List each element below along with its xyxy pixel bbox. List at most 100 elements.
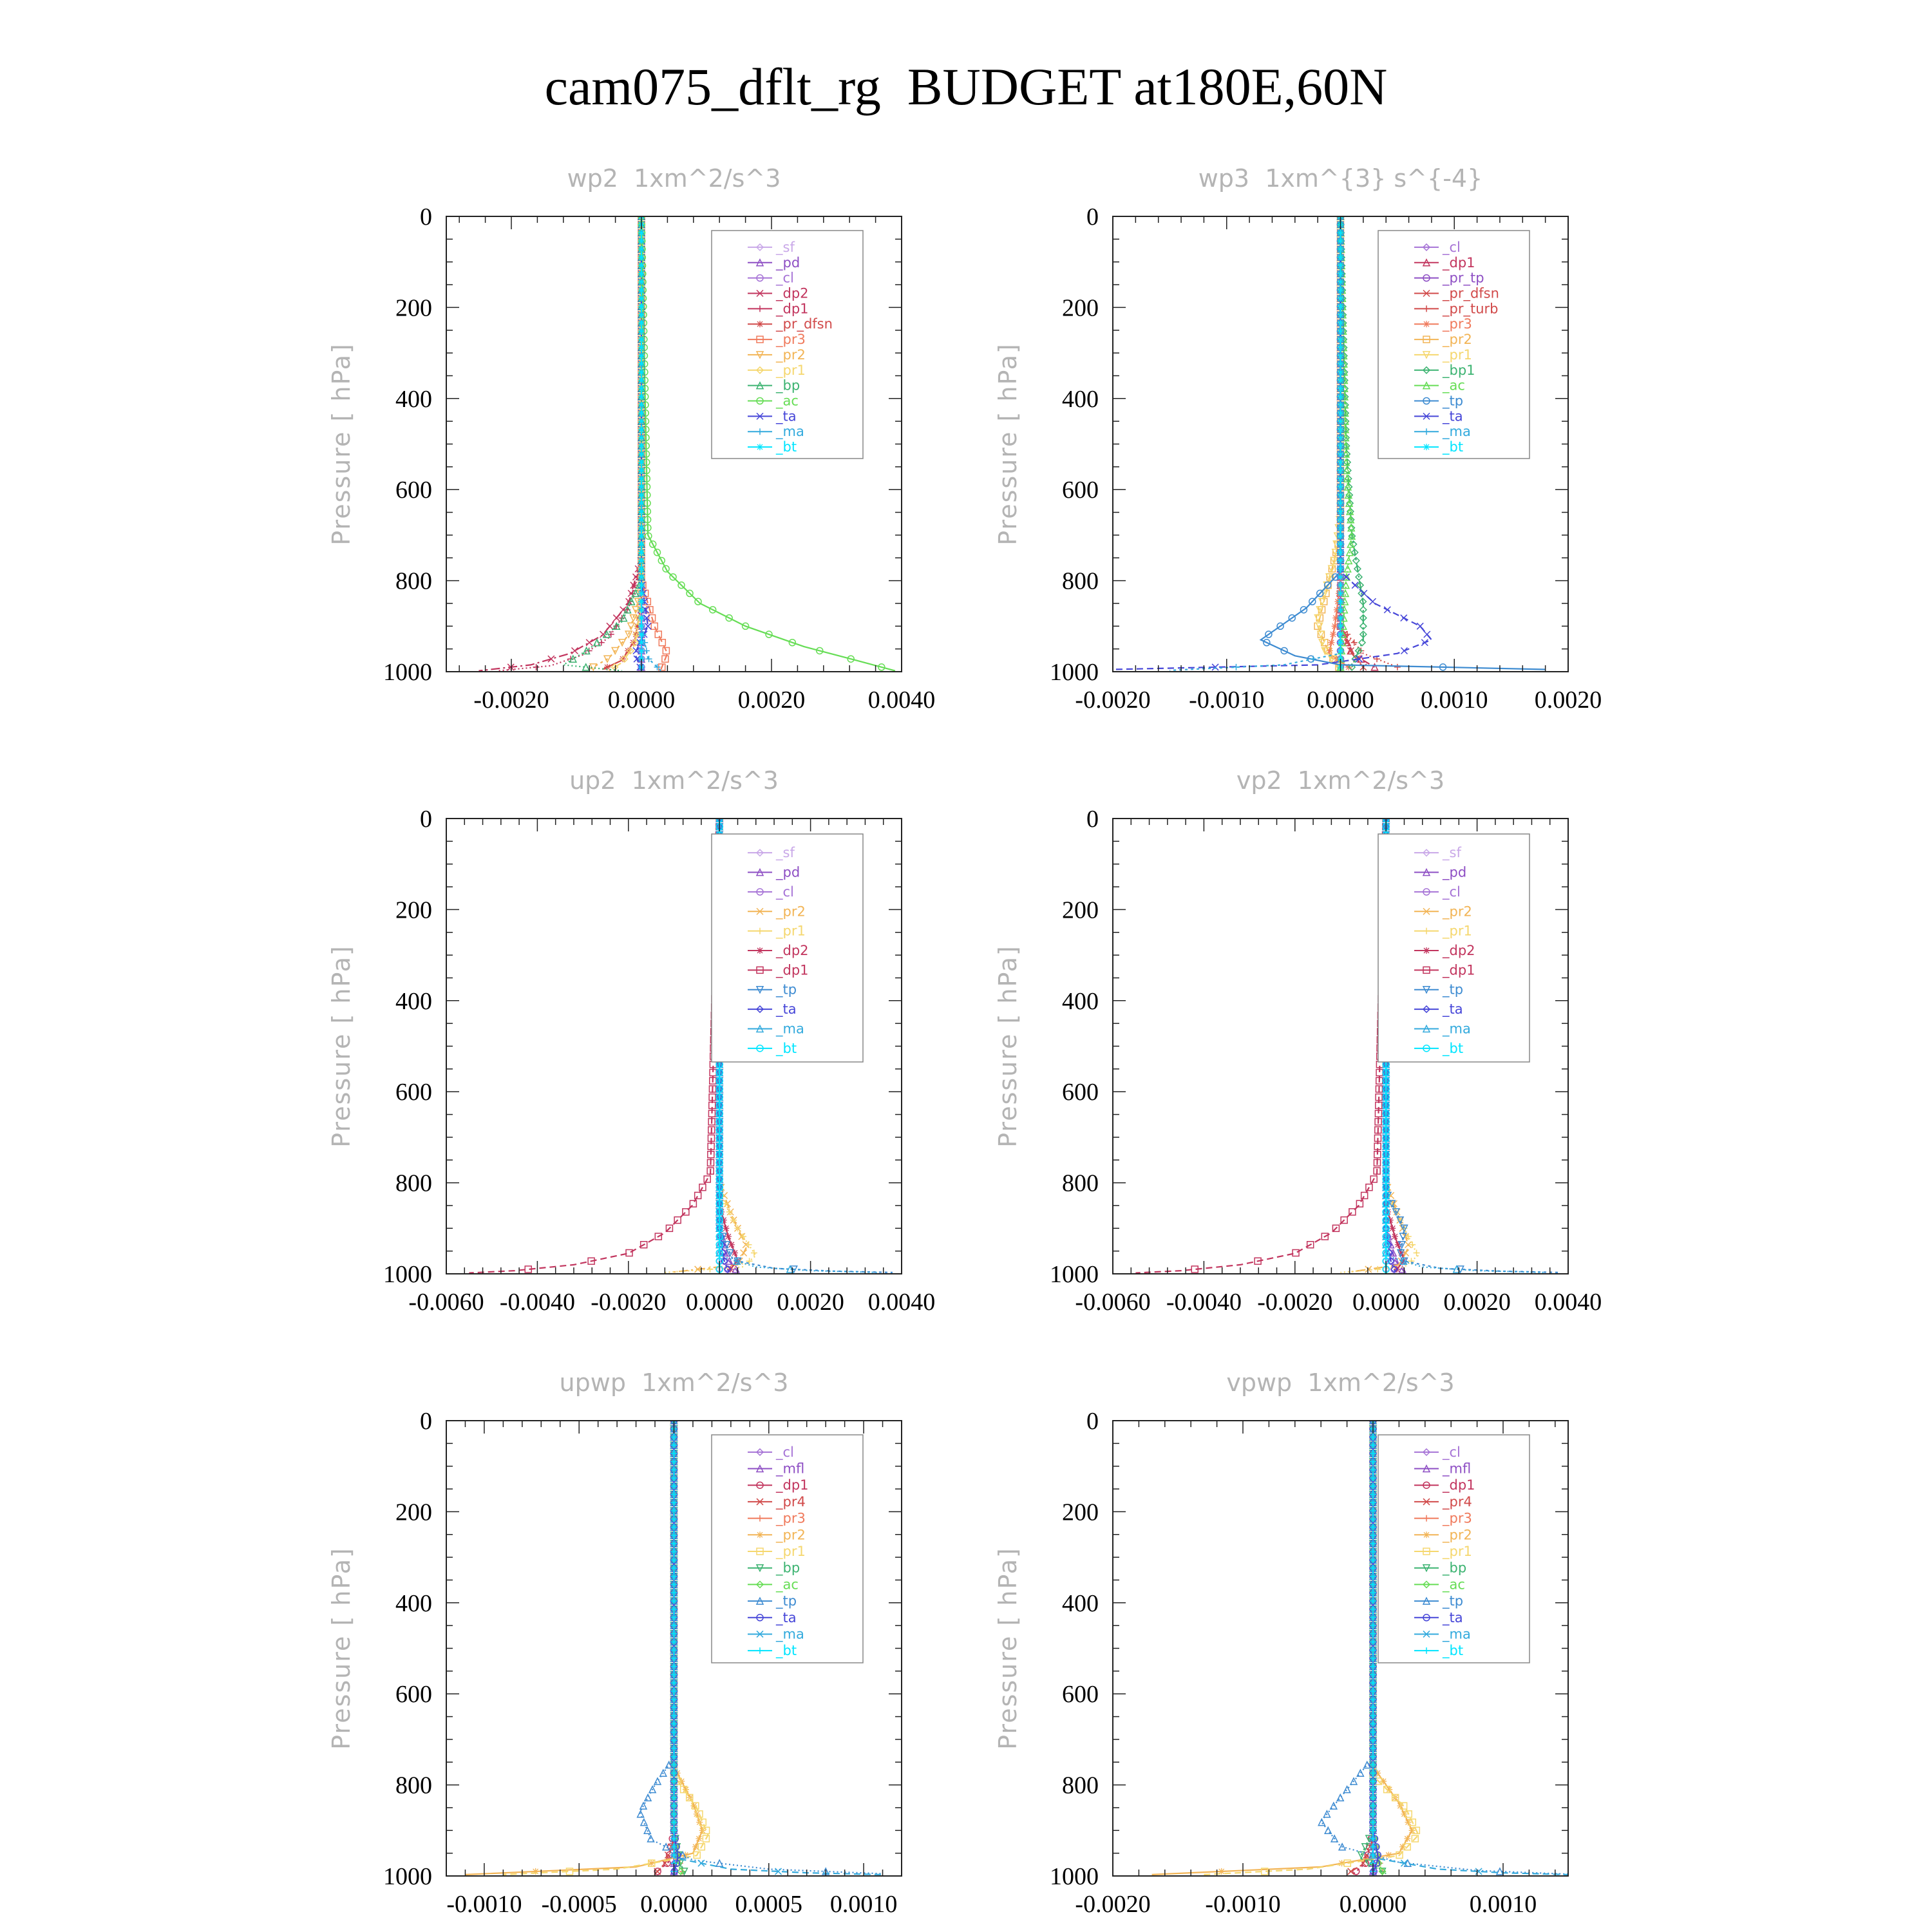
series-marker-pr3 xyxy=(646,606,654,614)
legend-entry-ma: _ma xyxy=(1442,424,1471,440)
y-axis-label: Pressure [ hPa] xyxy=(327,343,355,545)
series-marker-ac xyxy=(1347,540,1355,548)
series-marker-bt xyxy=(638,631,645,638)
series-marker-bp xyxy=(592,638,601,647)
series-marker-bp1 xyxy=(1353,565,1361,573)
series-marker-tp xyxy=(1403,1859,1412,1867)
series-marker-tp xyxy=(659,1768,668,1777)
legend-marker xyxy=(755,1464,764,1473)
series-marker-ac xyxy=(725,614,733,622)
legend-entry-pr2: _pr2 xyxy=(775,904,806,920)
series-marker-tp xyxy=(1349,1777,1358,1785)
series-marker-bt xyxy=(670,1704,677,1711)
y-axis-label: Pressure [ hPa] xyxy=(994,343,1022,545)
series-marker-bt xyxy=(638,549,645,556)
series-marker-dp1 xyxy=(706,1167,714,1175)
series-marker-bt xyxy=(638,418,645,425)
series-marker-ma xyxy=(670,1421,678,1425)
series-marker-pr2 xyxy=(1401,1810,1408,1817)
series-marker-bt xyxy=(638,368,645,375)
series-marker-bt xyxy=(670,1638,677,1645)
series-marker-pr4 xyxy=(1347,1868,1355,1875)
legend-marker xyxy=(1423,289,1430,298)
series-marker-ta xyxy=(1421,639,1428,647)
series-line-tp xyxy=(1259,216,1546,670)
x-tick-label: -0.0020 xyxy=(591,1289,666,1316)
series-marker-dp2 xyxy=(731,1249,738,1256)
series-marker-tp xyxy=(726,1249,734,1258)
legend-marker xyxy=(756,1548,764,1555)
series-marker-pr2 xyxy=(627,622,636,630)
series-marker-ac xyxy=(1345,498,1354,507)
series-marker-pr1 xyxy=(1413,1249,1420,1256)
legend-marker xyxy=(755,1448,764,1456)
series-marker-ta xyxy=(1211,663,1219,671)
series-marker-dp1 xyxy=(654,1233,663,1240)
series-marker-pr1 xyxy=(746,1258,753,1265)
series-marker-bt xyxy=(670,1565,677,1572)
series-marker-ac xyxy=(658,556,666,565)
series-marker-bt xyxy=(1382,1151,1390,1159)
series-marker-bt xyxy=(1337,311,1344,318)
x-tick-label: 0.0000 xyxy=(686,1289,753,1316)
series-line-pr2 xyxy=(465,1421,703,1875)
series-marker-pr2 xyxy=(692,1843,699,1850)
series-marker-bt xyxy=(638,328,645,335)
legend-entry-mfl: _mfl xyxy=(775,1461,804,1477)
series-marker-tp xyxy=(636,1810,645,1818)
series-marker-pr3 xyxy=(650,622,658,630)
series-marker-bt xyxy=(1382,1110,1390,1117)
series-marker-pr1 xyxy=(706,1265,714,1273)
series-marker-bt xyxy=(638,483,645,490)
series-marker-pd xyxy=(1388,1248,1397,1257)
series-marker-bp1 xyxy=(1359,605,1367,614)
legend-entry-ta: _ta xyxy=(775,408,797,424)
legend-marker xyxy=(756,966,764,974)
legend-marker xyxy=(755,1005,764,1014)
legend-marker xyxy=(755,1596,764,1605)
series-marker-dp1 xyxy=(1356,1200,1364,1208)
series-marker-pr1 xyxy=(1321,647,1329,656)
series-marker-bt xyxy=(1337,557,1344,564)
series-marker-pr2 xyxy=(1365,1265,1372,1273)
series-marker-bt xyxy=(638,319,645,327)
legend-marker xyxy=(1423,1045,1430,1052)
series-marker-bt xyxy=(1337,582,1344,589)
series-marker-pr4 xyxy=(664,1851,672,1859)
series-marker-bt xyxy=(1337,328,1344,335)
series-marker-pr2 xyxy=(740,1249,748,1257)
series-marker-bt xyxy=(1337,377,1344,384)
panel-title: upwp 1xm^2/s^3 xyxy=(560,1368,789,1397)
legend-entry-bt: _bt xyxy=(775,439,797,455)
legend-entry-dp2: _dp2 xyxy=(1442,943,1475,959)
series-marker-tp xyxy=(734,1257,742,1265)
legend-box xyxy=(711,230,864,459)
series-marker-bt xyxy=(638,451,645,458)
series-marker-bt xyxy=(670,1655,677,1662)
series-marker-pr2 xyxy=(1338,1860,1345,1867)
series-marker-ac xyxy=(677,1867,685,1875)
series-marker-ma xyxy=(1369,1421,1377,1425)
legend-marker xyxy=(757,321,763,328)
series-marker-pr3 xyxy=(1330,631,1337,638)
series-marker-dp2 xyxy=(1400,1258,1407,1265)
series-marker-bt xyxy=(670,1605,677,1613)
series-marker-dp2 xyxy=(1391,1233,1398,1240)
series-line-tp xyxy=(1320,1421,1568,1875)
series-marker-bt xyxy=(1382,1216,1390,1224)
legend-entry-pr2: _pr2 xyxy=(1442,904,1472,920)
series-marker-ac xyxy=(1346,515,1355,524)
series-line-ma xyxy=(1385,819,1546,1273)
series-line-bp1 xyxy=(1340,216,1364,668)
series-marker-ac xyxy=(645,532,652,540)
y-tick-label: 200 xyxy=(1062,896,1099,923)
series-marker-bt xyxy=(715,1151,723,1159)
series-marker-bt xyxy=(1337,623,1344,630)
series-line-dp1 xyxy=(469,819,721,1274)
series-marker-bp xyxy=(612,621,621,630)
series-marker-pr-dfsn xyxy=(625,647,632,654)
series-marker-bt xyxy=(670,1499,677,1506)
series-marker-ac xyxy=(788,639,797,647)
series-marker-pr1 xyxy=(734,1225,741,1232)
series-marker-ac xyxy=(1347,531,1356,540)
